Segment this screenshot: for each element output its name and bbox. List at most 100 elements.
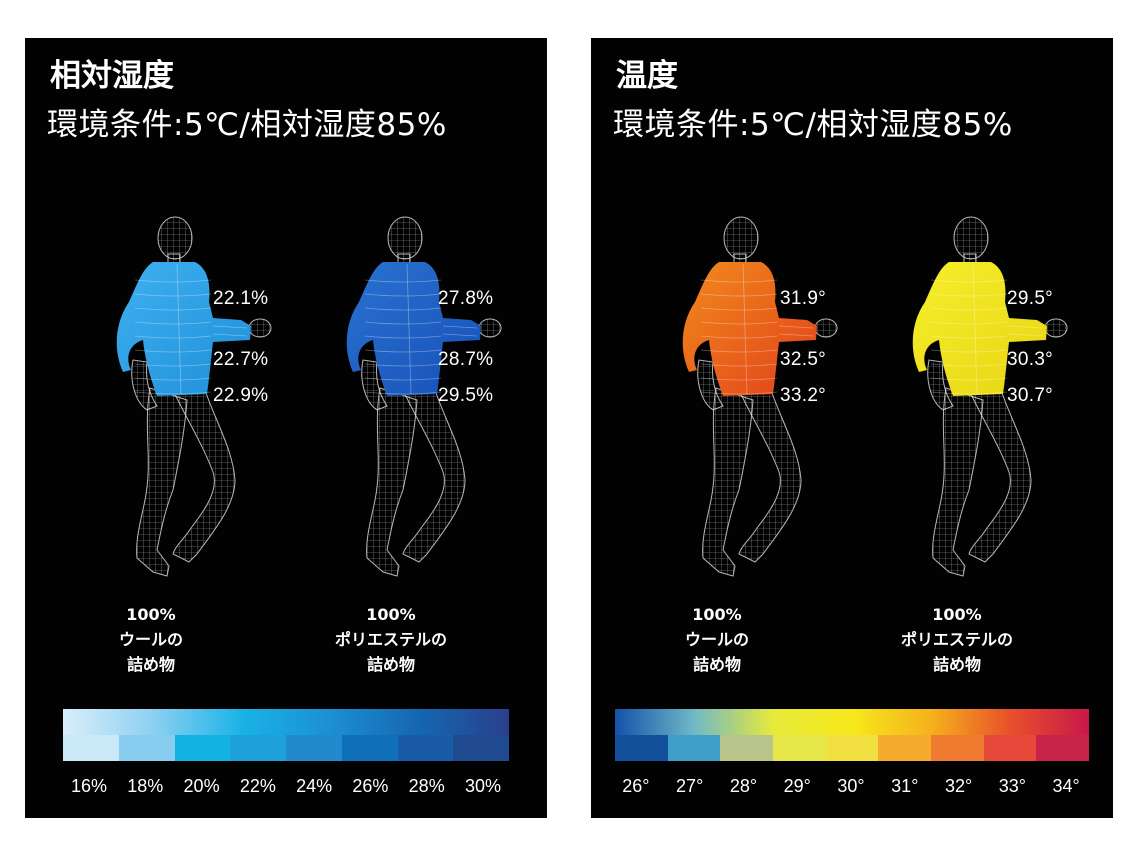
color-scale-label: 27° [676, 776, 704, 796]
runner-jacket [912, 262, 1047, 396]
temperature-color-scale [615, 709, 1090, 761]
color-scale-label: 30° [837, 776, 865, 796]
panel-subtitle: 環境条件:5℃/相対湿度85% [613, 107, 1013, 143]
caption-line: ウールの [118, 630, 183, 649]
figure-caption: 100% ウールの 詰め物 [627, 602, 807, 677]
jacket-quilting [700, 263, 814, 395]
color-scale-steps [63, 735, 509, 761]
color-scale-step [63, 735, 119, 761]
runner-rear-leg [702, 387, 754, 577]
color-scale-step [931, 735, 984, 761]
color-scale-step [667, 735, 721, 761]
color-scale-step [397, 735, 454, 761]
reading-middle: 22.7% [213, 349, 269, 370]
caption-line: 100% [126, 605, 176, 624]
color-scale-step [286, 735, 342, 761]
reading-middle: 30.3° [1007, 349, 1054, 370]
caption-line: 詰め物 [366, 655, 415, 674]
panel-subtitle: 環境条件:5℃/相対湿度85% [47, 107, 447, 143]
humidity-color-scale [63, 709, 509, 761]
color-scale-label: 16% [70, 776, 108, 796]
jacket-quilting [930, 263, 1044, 395]
runner-figure-polyester [891, 210, 1068, 590]
color-scale-step [174, 735, 231, 761]
caption-line: 100% [692, 605, 742, 624]
figure-caption: 100% ポリエステルの 詰め物 [867, 602, 1047, 677]
color-scale-step [118, 735, 175, 761]
runner-back-hand [927, 359, 954, 411]
humidity-panel: 相対湿度 環境条件:5℃/相対湿度85% 22.1% 22.7% 22.9% 1… [25, 38, 547, 818]
runner-back-hand [361, 359, 388, 411]
color-scale-step [230, 735, 286, 761]
color-scale-step [341, 735, 398, 761]
reading-lower: 33.2° [780, 385, 827, 406]
reading-upper: 31.9° [780, 288, 827, 309]
color-scale-step [983, 735, 1037, 761]
color-scale-label: 32° [944, 776, 973, 796]
color-scale-label: 29° [783, 776, 811, 796]
color-scale-step [720, 735, 774, 761]
color-scale-label: 33° [998, 776, 1026, 796]
color-scale-step [773, 735, 826, 761]
color-scale-gradient [615, 709, 1089, 735]
runner-jacket [116, 262, 251, 396]
color-scale-label: 26° [622, 776, 650, 796]
runner-front-fist [478, 318, 502, 338]
runner-head [387, 216, 423, 260]
runner-figure-wool [95, 210, 272, 590]
runner-rear-leg [366, 387, 418, 577]
color-scale-label: 24% [296, 776, 333, 796]
runner-head [157, 216, 193, 260]
runner-rear-leg [932, 387, 984, 577]
runner-front-fist [248, 318, 272, 338]
color-scale-label: 26% [352, 776, 389, 796]
reading-upper: 29.5° [1007, 288, 1054, 309]
reading-middle: 32.5° [780, 349, 827, 370]
runner-front-fist [814, 318, 838, 338]
caption-line: 詰め物 [126, 655, 175, 674]
color-scale-labels: 16% 18% 20% 22% 24% 26% 28% 30% [61, 776, 511, 797]
color-scale-label: 20% [183, 776, 220, 796]
color-scale-label: 30% [464, 776, 501, 796]
caption-line: 詰め物 [692, 655, 741, 674]
color-scale-step [825, 735, 879, 761]
panel-title: 相対湿度 [50, 58, 174, 94]
runner-front-leg [738, 389, 802, 563]
runner-figure-polyester [325, 210, 502, 590]
color-scale-steps [615, 735, 1090, 761]
figure-caption: 100% ポリエステルの 詰め物 [301, 602, 481, 677]
figure-caption: 100% ウールの 詰め物 [61, 602, 241, 677]
caption-line: 100% [366, 605, 416, 624]
caption-line: ポリエステルの [900, 630, 1013, 649]
color-scale-label: 22% [239, 776, 276, 796]
caption-line: 詰め物 [932, 655, 981, 674]
color-scale-step [615, 735, 668, 761]
color-scale-step [878, 735, 932, 761]
panel-title: 温度 [616, 58, 678, 94]
reading-lower: 29.5% [438, 385, 494, 406]
caption-line: ウールの [684, 630, 749, 649]
color-scale-labels: 26° 27° 28° 29° 30° 31° 32° 33° 34° [609, 776, 1093, 797]
color-scale-label: 28% [408, 776, 445, 796]
runner-jacket [682, 262, 817, 396]
color-scale-step [1036, 735, 1090, 761]
runner-figure-wool [661, 210, 838, 590]
color-scale-gradient [63, 709, 509, 735]
reading-lower: 22.9% [213, 385, 269, 406]
runner-back-hand [697, 359, 724, 411]
runner-head [953, 216, 989, 260]
color-scale-step [453, 735, 509, 761]
runner-front-leg [172, 389, 236, 563]
runner-front-fist [1044, 318, 1068, 338]
reading-lower: 30.7° [1007, 385, 1054, 406]
reading-upper: 27.8% [438, 288, 494, 309]
runner-back-hand [131, 359, 158, 411]
runner-rear-leg [136, 387, 188, 577]
temperature-panel: 温度 環境条件:5℃/相対湿度85% 31.9° 32.5° 33.2° 100… [591, 38, 1113, 818]
runner-jacket [346, 262, 481, 396]
jacket-quilting [134, 263, 248, 395]
color-scale-label: 31° [891, 776, 919, 796]
runner-front-leg [968, 389, 1032, 563]
jacket-quilting [364, 263, 478, 395]
runner-head [723, 216, 759, 260]
